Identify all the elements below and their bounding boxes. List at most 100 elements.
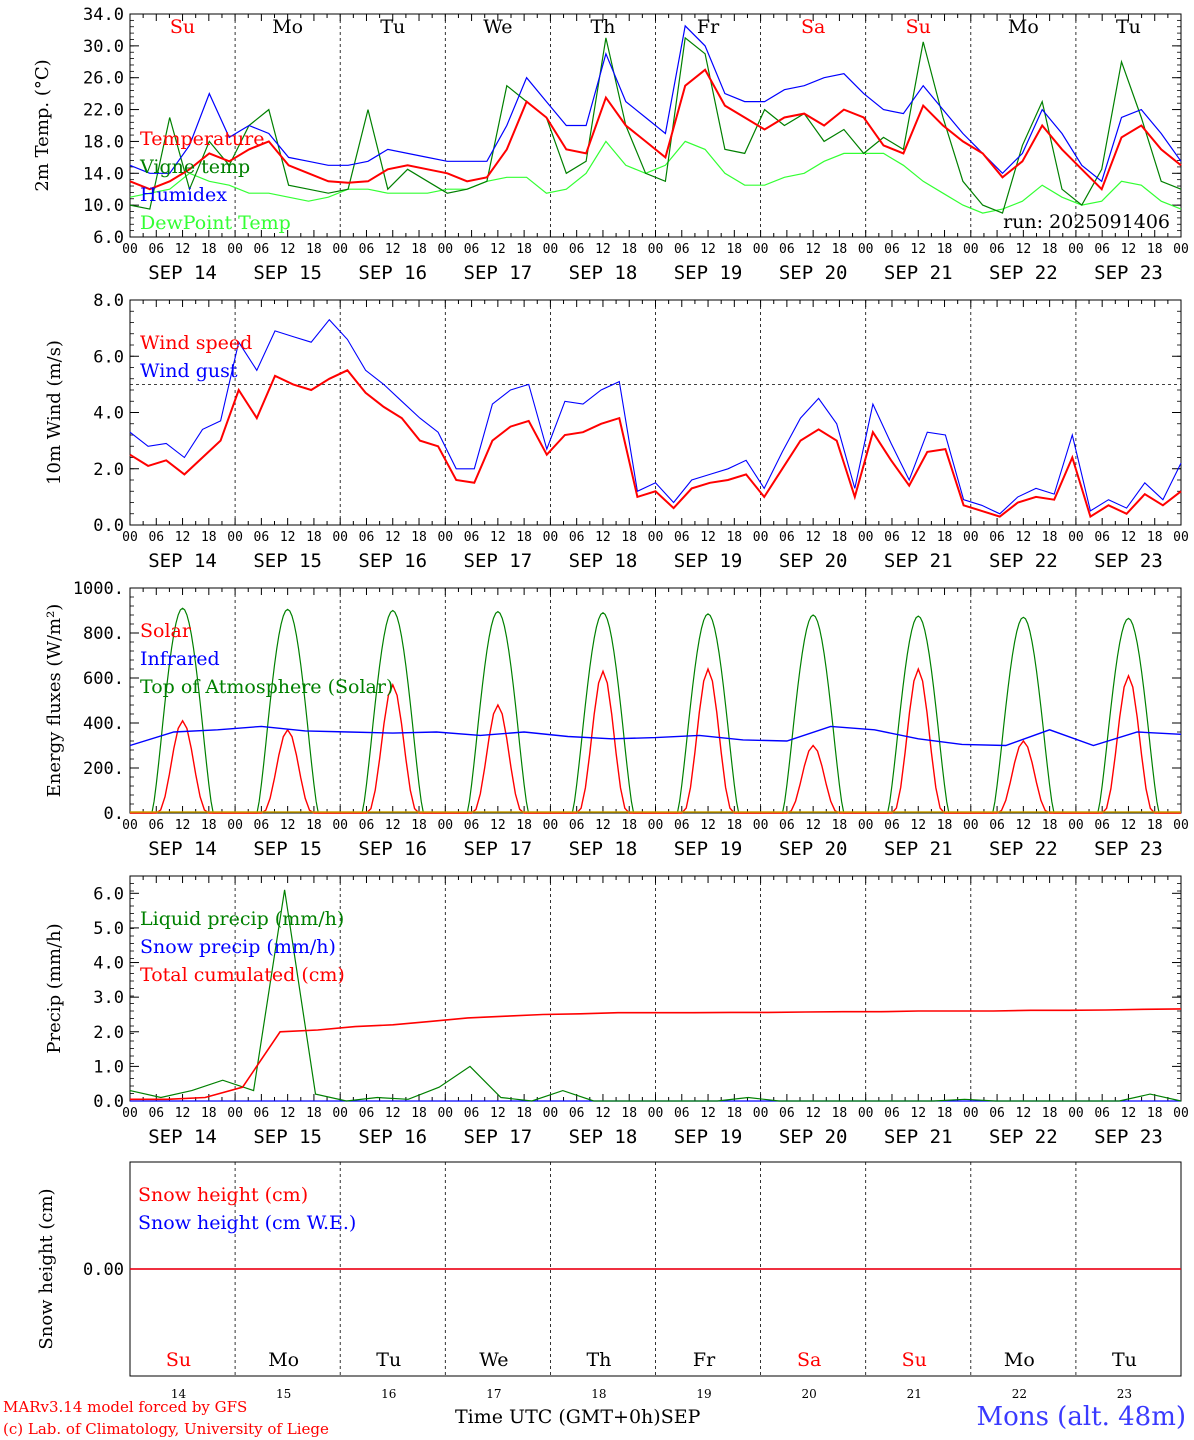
x-hour-tick-label: 12 <box>1121 1106 1137 1121</box>
weekday-label: Mo <box>272 16 303 38</box>
x-hour-tick-label: 00 <box>1068 530 1084 545</box>
y-axis-label: 10m Wind (m/s) <box>44 340 65 485</box>
y-tick-label: 2.0 <box>93 460 124 480</box>
weekday-label: Th <box>586 1349 611 1371</box>
legend-entry: Snow height (cm W.E.) <box>138 1212 356 1234</box>
x-hour-tick-label: 06 <box>1094 530 1110 545</box>
x-hour-tick-label: 00 <box>858 1106 874 1121</box>
x-hour-tick-label: 18 <box>937 242 953 257</box>
legend-entry: Temperature <box>140 128 264 150</box>
y-tick-label: 4.0 <box>93 404 124 424</box>
panel-snow: 0.00 Snow height (cm) Snow height (cm) Snow… <box>36 1161 1182 1401</box>
x-hour-tick-label: 00 <box>1068 818 1084 833</box>
panel-frame <box>129 587 1182 814</box>
x-hour-tick-label: 00 <box>858 242 874 257</box>
x-hour-tick-label: 00 <box>648 818 664 833</box>
x-hour-tick-label: 00 <box>753 818 769 833</box>
x-hour-tick-label: 06 <box>674 818 690 833</box>
x-hour-tick-label: 00 <box>437 242 453 257</box>
x-date-label: SEP 14 <box>148 838 217 860</box>
x-hour-tick-label: 00 <box>543 530 559 545</box>
y-tick-label: 3.0 <box>93 988 124 1008</box>
x-hour-tick-label: 00 <box>543 1106 559 1121</box>
x-hour-tick-label: 06 <box>254 242 270 257</box>
x-hour-tick-label: 12 <box>910 818 926 833</box>
x-hour-tick-label: 12 <box>1121 242 1137 257</box>
weekday-label: Sa <box>797 1349 821 1371</box>
x-date-label: SEP 15 <box>253 550 322 572</box>
x-hour-tick-label: 00 <box>753 242 769 257</box>
x-day-number: 22 <box>1012 1387 1027 1401</box>
x-date-label: SEP 18 <box>569 550 638 572</box>
x-hour-tick-label: 06 <box>674 530 690 545</box>
x-hour-tick-label: 12 <box>1016 1106 1032 1121</box>
credit-line-2: (c) Lab. of Climatology, University of L… <box>3 1420 329 1438</box>
x-hour-tick-label: 06 <box>148 242 164 257</box>
x-hour-tick-label: 12 <box>490 818 506 833</box>
y-tick-label: 0. <box>104 804 124 824</box>
y-tick-label: 400. <box>83 714 124 734</box>
x-hour-tick-label: 00 <box>858 818 874 833</box>
x-hour-tick-label: 18 <box>1147 242 1163 257</box>
x-hour-tick-label: 06 <box>1094 242 1110 257</box>
x-hour-tick-label: 18 <box>726 818 742 833</box>
x-hour-tick-label: 06 <box>254 1106 270 1121</box>
x-date-label: SEP 22 <box>989 550 1058 572</box>
x-date-label: SEP 22 <box>989 262 1058 284</box>
series-line-liquid-precip <box>129 889 1182 1102</box>
x-hour-tick-label: 12 <box>700 818 716 833</box>
x-hour-tick-label: 18 <box>832 1106 848 1121</box>
x-hour-tick-label: 12 <box>385 818 401 833</box>
x-hour-tick-label: 12 <box>805 1106 821 1121</box>
x-hour-tick-label: 00 <box>543 818 559 833</box>
x-hour-tick-label: 06 <box>674 242 690 257</box>
x-hour-tick-label: 18 <box>1147 818 1163 833</box>
series-line-infrared <box>129 725 1182 747</box>
y-tick-label: 18.0 <box>83 132 124 152</box>
panel-wind: 00 06 12 18 SEP 14 00 06 12 18 SEP 15 00 06 12 18 SEP … <box>44 291 1189 572</box>
legend-entry: Total cumulated (cm) <box>140 964 345 986</box>
x-hour-tick-label: 00 <box>437 530 453 545</box>
series-line-solar <box>130 666 1181 814</box>
x-hour-tick-label: 18 <box>832 530 848 545</box>
x-hour-tick-label: 06 <box>148 1106 164 1121</box>
weekday-label: Fr <box>697 16 720 38</box>
x-date-label: SEP 17 <box>464 262 533 284</box>
x-hour-tick-label: 18 <box>1042 530 1058 545</box>
y-tick-label: 600. <box>83 669 124 689</box>
y-axis-label: Energy fluxes (W/m²) <box>44 604 65 798</box>
x-hour-tick-label: 00 <box>122 1106 138 1121</box>
x-hour-tick-label: 12 <box>1121 818 1137 833</box>
x-hour-tick-label: 18 <box>726 1106 742 1121</box>
y-axis-label: Precip (mm/h) <box>44 923 65 1053</box>
x-hour-tick-label: 00 <box>753 530 769 545</box>
x-day-number: 17 <box>486 1387 501 1401</box>
x-hour-tick-label: 12 <box>700 1106 716 1121</box>
x-day-number: 20 <box>802 1387 817 1401</box>
x-hour-tick-label: 12 <box>1121 530 1137 545</box>
x-hour-tick-label: 06 <box>464 818 480 833</box>
x-hour-tick-label: 18 <box>306 530 322 545</box>
x-hour-tick-label: 00 <box>332 242 348 257</box>
weekday-label: Su <box>166 1349 191 1371</box>
x-date-label: SEP 23 <box>1094 838 1163 860</box>
series-line-wind-gust <box>129 318 1182 515</box>
x-hour-tick-label: 18 <box>1042 242 1058 257</box>
x-hour-tick-label: 06 <box>569 242 585 257</box>
x-hour-tick-label: 12 <box>805 242 821 257</box>
x-hour-tick-label: 06 <box>148 818 164 833</box>
x-hour-tick-label: 06 <box>254 818 270 833</box>
x-hour-tick-label: 18 <box>621 242 637 257</box>
x-hour-tick-label: 00 <box>648 242 664 257</box>
weekday-label: Mo <box>268 1349 299 1371</box>
legend-entry: Infrared <box>140 648 220 670</box>
weekday-label: Mo <box>1008 16 1039 38</box>
x-date-label: SEP 16 <box>358 262 427 284</box>
x-hour-tick-label: 18 <box>201 530 217 545</box>
weekday-label: Th <box>590 16 615 38</box>
x-day-number: 19 <box>696 1387 711 1401</box>
x-hour-tick-label: 12 <box>910 242 926 257</box>
x-hour-tick-label: 00 <box>963 242 979 257</box>
x-hour-tick-label: 06 <box>884 530 900 545</box>
x-date-label: SEP 19 <box>674 550 743 572</box>
